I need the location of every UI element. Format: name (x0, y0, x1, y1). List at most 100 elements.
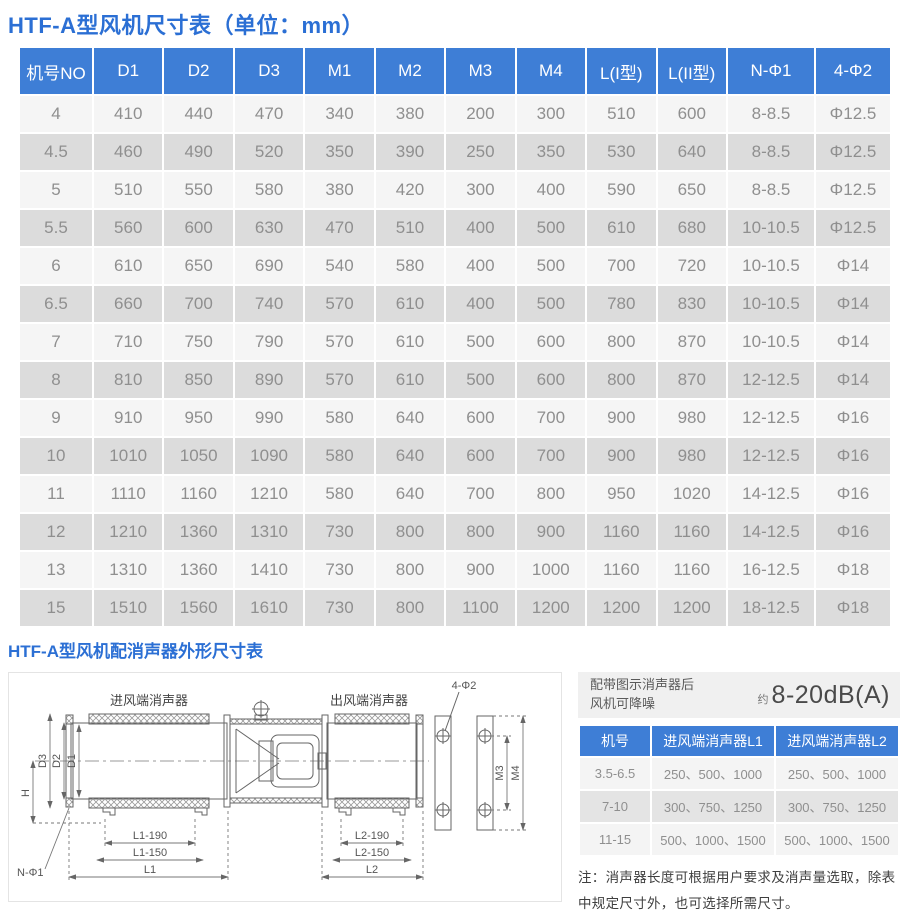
table-cell: 800 (375, 552, 445, 588)
table-cell: 14-12.5 (728, 476, 814, 512)
table-cell: 15 (20, 590, 92, 626)
table-cell: 500 (516, 248, 586, 284)
dim-n-phi1-label: N-Φ1 (17, 867, 44, 879)
table-cell: Φ14 (816, 324, 890, 360)
table-cell: 700 (516, 438, 586, 474)
table-cell: 580 (234, 172, 304, 208)
table-cell: 570 (305, 324, 374, 360)
dim-h-label: H (20, 789, 32, 797)
table-cell: 300 (446, 172, 515, 208)
outlet-silencer-label: 出风端消声器 (330, 693, 408, 708)
column-header: 机号 (580, 726, 650, 756)
table-cell: Φ16 (816, 476, 890, 512)
table-cell: 810 (94, 362, 163, 398)
table-cell: 870 (657, 362, 726, 398)
l1-dimensions (68, 811, 229, 881)
table-cell: 560 (94, 210, 163, 246)
dim-d1-label: D1 (66, 754, 78, 768)
table-cell: 800 (587, 362, 656, 398)
noise-db-value: 8-20dB(A) (771, 680, 890, 709)
table-cell: 800 (375, 590, 445, 626)
noise-caption-line1: 配带图示消声器后 (590, 677, 695, 693)
section2-title: HTF-A型风机配消声器外形尺寸表 (8, 642, 263, 661)
inlet-silencer-label: 进风端消声器 (110, 693, 188, 708)
table-cell: 700 (446, 476, 515, 512)
table-cell: 1310 (94, 552, 163, 588)
footnote: 注：消声器长度可根据用户要求及消声量选取，除表中规定尺寸外，也可选择所需尺寸。 (578, 870, 896, 912)
table-cell: 400 (516, 172, 586, 208)
table-cell: 12-12.5 (728, 362, 814, 398)
table-row: 7 710 750 790 570 610 500 600 800 870 10-10.5 Φ14 (20, 324, 890, 360)
table-cell: 530 (587, 134, 656, 170)
noise-reduction-box: 配带图示消声器后 风机可降噪 约 8-20dB(A) (578, 672, 900, 718)
table-cell: 900 (587, 438, 656, 474)
table-cell: Φ16 (816, 438, 890, 474)
table-row: 11-15 500、1000、1500 500、1000、1500 (580, 824, 898, 855)
table-row: 7-10 300、750、1250 300、750、1250 (580, 791, 898, 822)
table-cell: 10-10.5 (728, 210, 814, 246)
dim-l1-190-label: L1-190 (133, 830, 167, 842)
table-cell: Φ14 (816, 286, 890, 322)
column-header: 机号NO (20, 48, 92, 94)
table-row: 6.5 660 700 740 570 610 400 500 780 830 10-10.5 Φ14 (20, 286, 890, 322)
table-row: 5.5 560 600 630 470 510 400 500 610 680 10-10.5 Φ12… (20, 210, 890, 246)
table-cell: 640 (375, 400, 445, 436)
table-cell: Φ12.5 (816, 134, 890, 170)
dim-l1-label: L1 (144, 864, 156, 876)
table-cell: 800 (587, 324, 656, 360)
table-cell: 800 (446, 514, 515, 550)
noise-value: 约 8-20dB(A) (758, 681, 890, 710)
silencer-table-body: 3.5-6.5 250、500、1000 250、500、1000 7-10 300、7… (580, 758, 898, 855)
table-cell: 950 (587, 476, 656, 512)
table-row: 9 910 950 990 580 640 600 700 900 980 12-12.5 Φ16 (20, 400, 890, 436)
dim-d2-label: D2 (51, 754, 63, 768)
table-cell: 400 (446, 210, 515, 246)
table-cell: 4 (20, 96, 92, 132)
table-cell: Φ12.5 (816, 172, 890, 208)
table-cell: 1560 (164, 590, 233, 626)
table-cell: 580 (305, 438, 374, 474)
table-cell: 1020 (657, 476, 726, 512)
table-cell: 400 (446, 286, 515, 322)
table-cell: 500 (446, 324, 515, 360)
table-cell: 8 (20, 362, 92, 398)
table-cell: 9 (20, 400, 92, 436)
table-cell: 600 (164, 210, 233, 246)
dim-l2-190-label: L2-190 (355, 830, 389, 842)
column-header: D1 (94, 48, 163, 94)
table-cell: 1100 (446, 590, 515, 626)
column-header: M2 (375, 48, 445, 94)
table-cell: 380 (375, 96, 445, 132)
table-cell: Φ12.5 (816, 96, 890, 132)
table-cell: 650 (164, 248, 233, 284)
table-row: 3.5-6.5 250、500、1000 250、500、1000 (580, 758, 898, 789)
table-cell: 580 (375, 248, 445, 284)
table-cell: 14-12.5 (728, 514, 814, 550)
table-cell: 350 (305, 134, 374, 170)
table-cell: 1200 (657, 590, 726, 626)
table-cell: 580 (305, 476, 374, 512)
table-row: 10 1010 1050 1090 580 640 600 700 900 980 12-12.5 Φ… (20, 438, 890, 474)
table-cell: 11 (20, 476, 92, 512)
vertical-dimensions (30, 713, 101, 824)
table-cell: 980 (657, 400, 726, 436)
header-row: 机号 进风端消声器L1 进风端消声器L2 (580, 726, 898, 756)
table-cell: 740 (234, 286, 304, 322)
table-cell: 1610 (234, 590, 304, 626)
column-header: M1 (305, 48, 374, 94)
table-cell: 8-8.5 (728, 96, 814, 132)
table-cell: 420 (375, 172, 445, 208)
fan-unit-drawing (229, 700, 327, 804)
table-cell: 1090 (234, 438, 304, 474)
table-cell: 3.5-6.5 (580, 758, 650, 789)
column-header: M3 (446, 48, 515, 94)
table-row: 13 1310 1360 1410 730 800 900 1000 1160 1160 16-12… (20, 552, 890, 588)
table-cell: 410 (94, 96, 163, 132)
table-cell: 6 (20, 248, 92, 284)
fan-dimensions-table-header: 机号NO D1 D2 D3 M1 M2 M3 M4 L(I型) L(II型) N-Φ1 4-Φ2 (20, 48, 890, 94)
table-cell: 610 (94, 248, 163, 284)
table-cell: 470 (305, 210, 374, 246)
table-cell: 18-12.5 (728, 590, 814, 626)
table-cell: 790 (234, 324, 304, 360)
